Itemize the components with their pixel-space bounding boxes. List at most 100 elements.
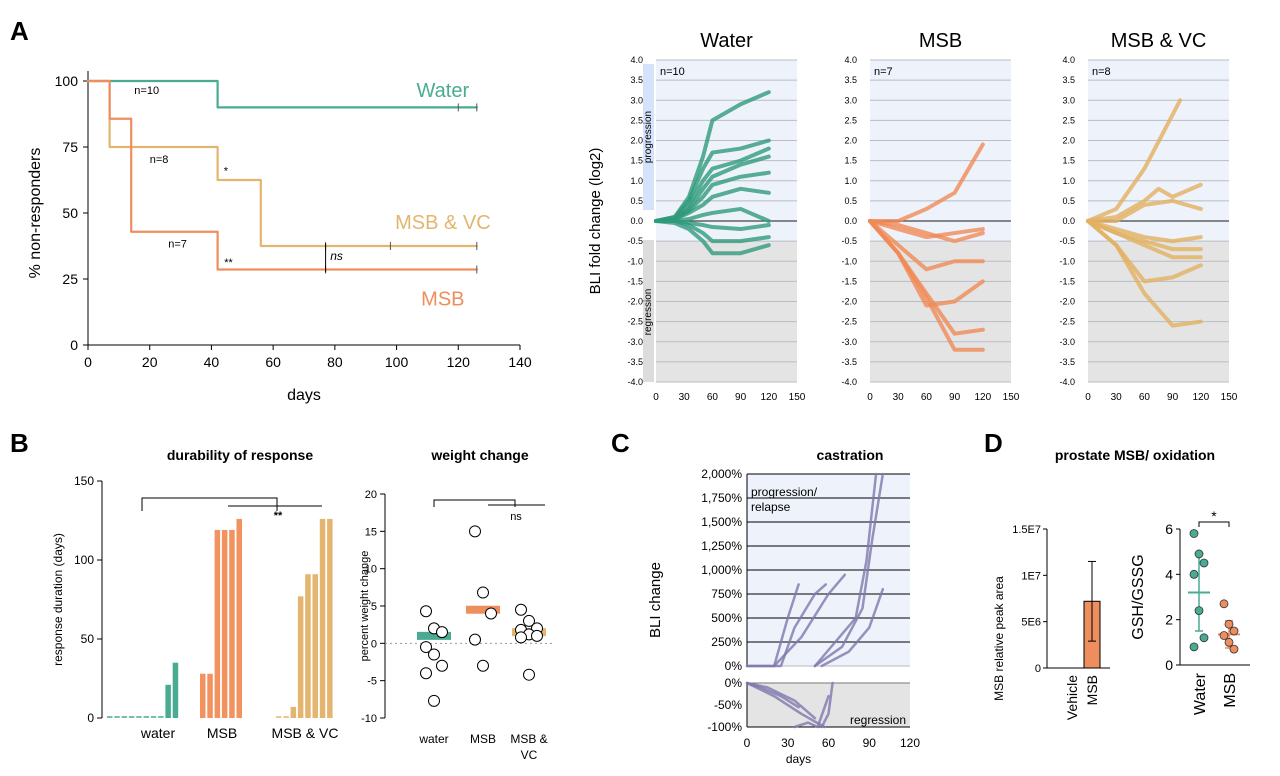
dur-bar xyxy=(221,529,228,718)
wt-x-label: MSB & xyxy=(510,732,547,746)
bli-y-tick-label: 0.5 xyxy=(844,196,857,206)
bli-y-tick-label: 4.0 xyxy=(630,55,643,65)
ox-left-x-label: MSB xyxy=(1084,675,1100,705)
bli-y-tick-label: 1.0 xyxy=(844,176,857,186)
cast-y-tick-label: 1,750% xyxy=(701,491,742,505)
wt-point xyxy=(420,641,432,654)
ox-right-point xyxy=(1194,606,1204,615)
cast-y-tick-label: 2,000% xyxy=(701,467,742,481)
cast-y-tick-label: 750% xyxy=(711,587,742,601)
km-n-vc: n=8 xyxy=(150,154,169,166)
km-y-tick-label: 50 xyxy=(62,205,78,221)
bli-x-tick-label: 150 xyxy=(1221,392,1238,403)
bli-y-tick-label: 0.0 xyxy=(630,216,643,226)
ox-right-point xyxy=(1219,631,1229,640)
km-ns-label: ns xyxy=(330,249,343,263)
dur-bar xyxy=(200,673,206,718)
km-x-tick-label: 80 xyxy=(327,354,343,370)
ox-right-point xyxy=(1229,644,1239,654)
bli-y-tick-label: 3.5 xyxy=(1062,75,1075,85)
cast-y-tick-label: 500% xyxy=(711,611,742,625)
dur-y-tick-label: 50 xyxy=(81,632,95,646)
cast-label-progression: progression/ xyxy=(751,485,818,499)
bli-y-tick-label: -1.5 xyxy=(627,276,643,286)
dur-sig-label: ** xyxy=(274,510,283,522)
cast-x-tick-label: 0 xyxy=(744,736,751,750)
bli-y-tick-label: 3.0 xyxy=(1062,95,1075,105)
km-y-tick-label: 0 xyxy=(70,337,78,353)
bli-x-tick-label: 60 xyxy=(1139,392,1151,403)
wt-point xyxy=(523,668,535,681)
bli-panel-n: n=8 xyxy=(1092,66,1111,78)
ox-right-y-tick-label: 2 xyxy=(1165,612,1173,628)
cast-series-down xyxy=(745,681,800,709)
wt-point xyxy=(515,603,527,616)
bli-series-line xyxy=(868,219,985,352)
cast-x-tick-label: 120 xyxy=(900,736,920,750)
cast-label-relapse: relapse xyxy=(751,500,791,514)
bli-y-tick-label: -4.0 xyxy=(841,377,857,387)
cast-series-up xyxy=(772,573,847,668)
cast-x-label: days xyxy=(786,752,811,766)
cast-y-tick-label: 1,000% xyxy=(701,563,742,577)
cast-y-tick-label-down: 0% xyxy=(725,676,743,690)
km-legend-msb: MSB xyxy=(421,288,464,310)
cast-y-tick-label-down: -50% xyxy=(714,698,742,712)
bli-panel-title: MSB & VC xyxy=(1111,30,1207,52)
wt-point xyxy=(420,667,432,680)
ox-left-y-tick-label: 0 xyxy=(1035,663,1041,675)
bli-y-tick-label: -2.5 xyxy=(841,317,857,327)
dur-x-label: MSB xyxy=(207,725,237,741)
km-n-water: n=10 xyxy=(134,85,159,97)
bli-x-tick-label: 60 xyxy=(707,392,719,403)
dur-bar xyxy=(312,574,318,718)
bli-y-tick-label: 3.5 xyxy=(630,75,643,85)
cast-series-up xyxy=(813,472,878,668)
dur-bar xyxy=(319,518,326,718)
wt-x-label: MSB xyxy=(470,732,496,746)
ox-right-point xyxy=(1229,626,1239,636)
km-series-water xyxy=(86,79,478,109)
bli-y-tick-label: -0.5 xyxy=(841,236,857,246)
panel-label-a: A xyxy=(10,16,29,46)
cast-label-regression: regression xyxy=(850,713,906,727)
bli-y-tick-label: -1.0 xyxy=(627,256,643,266)
wt-y-label: percent weight change xyxy=(359,551,371,662)
bli-series-line xyxy=(868,219,985,240)
km-y-tick-label: 75 xyxy=(62,139,78,155)
ox-right-y-tick-label: 6 xyxy=(1165,521,1173,537)
bli-x-tick-label: 90 xyxy=(949,392,961,403)
wt-bracket-1 xyxy=(433,499,516,507)
bli-y-tick-label: -1.0 xyxy=(1059,256,1075,266)
wt-y-tick-label: 0 xyxy=(371,638,377,650)
bli-panel-n: n=10 xyxy=(660,66,685,78)
km-series-msb xyxy=(86,79,478,271)
wt-y-tick-label: 5 xyxy=(371,601,377,613)
bli-series-line xyxy=(868,142,985,223)
bli-x-tick-label: 0 xyxy=(867,392,873,403)
cast-y-tick-label: 1,500% xyxy=(701,515,742,529)
bli-y-tick-label: -1.5 xyxy=(1059,276,1075,286)
cast-x-tick-label: 60 xyxy=(822,736,836,750)
bli-y-tick-label: -2.0 xyxy=(841,297,857,307)
bli-series-line xyxy=(1086,198,1203,223)
bli-progression-bar xyxy=(643,64,654,210)
bli-y-tick-label: -3.0 xyxy=(1059,337,1075,347)
bli-regression-label: regression xyxy=(643,289,654,336)
bli-x-tick-label: 0 xyxy=(653,392,659,403)
bli-y-tick-label: -4.0 xyxy=(627,377,643,387)
bli-progression-zone xyxy=(870,60,1011,242)
wt-point xyxy=(477,586,489,599)
dur-y-tick-label: 0 xyxy=(87,711,94,725)
km-legend-msb-vc: MSB & VC xyxy=(395,212,491,234)
bli-x-tick-label: 30 xyxy=(679,392,691,403)
dur-bar xyxy=(214,529,221,718)
bli-series-line xyxy=(868,219,985,272)
ox-left-y-tick-label: 5E6 xyxy=(1021,617,1041,629)
wt-point xyxy=(420,605,432,618)
bli-y-tick-label: 0.0 xyxy=(844,216,857,226)
wt-y-tick-label: 10 xyxy=(365,564,377,576)
wt-point xyxy=(469,525,481,538)
dur-bar xyxy=(290,706,297,718)
